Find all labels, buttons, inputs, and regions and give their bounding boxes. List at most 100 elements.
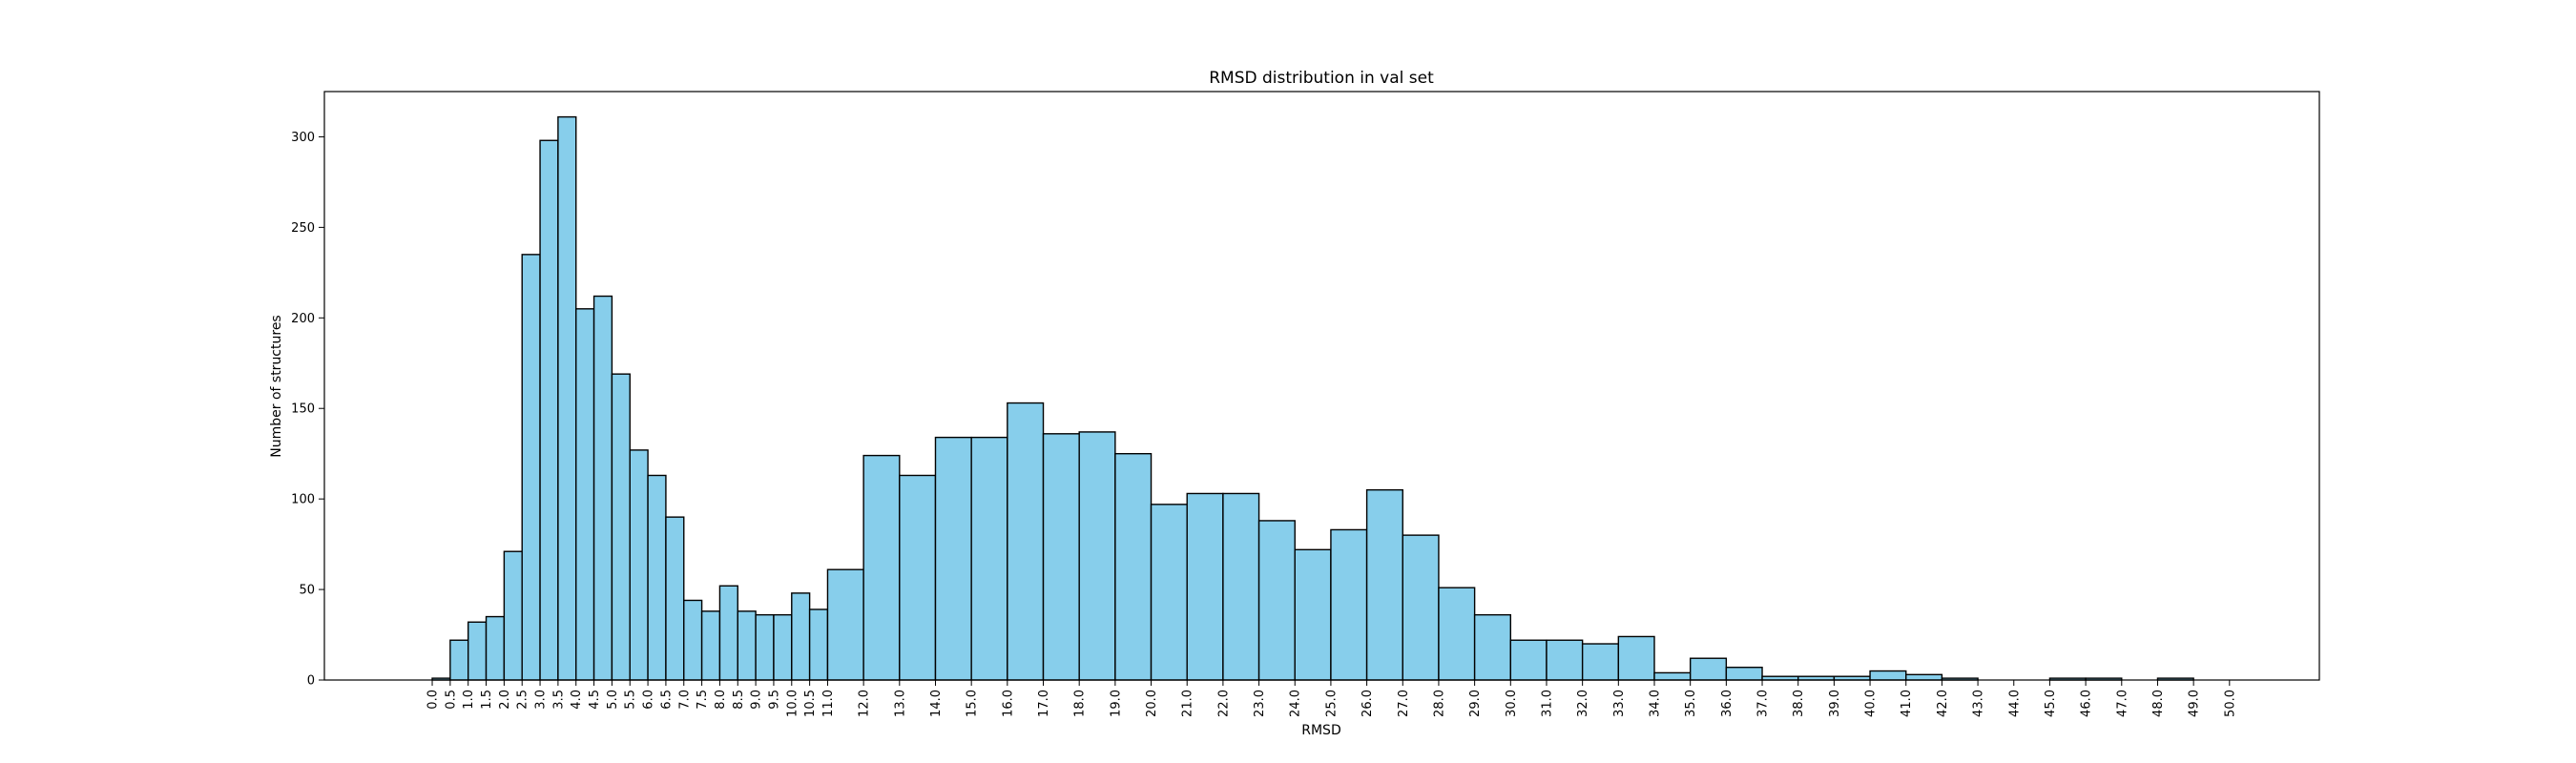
y-tick-label: 0 xyxy=(307,674,315,689)
x-tick-label: 6.5 xyxy=(659,690,674,710)
x-tick-label: 43.0 xyxy=(1972,690,1986,717)
x-tick-label: 25.0 xyxy=(1324,690,1339,717)
x-axis: 0.0 0.5 1.0 1.5 2.0 2.5 3.0 3.5 4.0 4.5 5.0 5.5 6.0 6… xyxy=(426,680,2237,717)
x-tick-label: 30.0 xyxy=(1505,690,1519,717)
x-tick-label: 17.0 xyxy=(1037,690,1051,717)
y-tick-label: 300 xyxy=(291,131,315,145)
histogram-bar xyxy=(592,295,613,681)
histogram-bar xyxy=(737,610,757,681)
y-tick-label: 150 xyxy=(291,402,315,417)
x-tick-label: 4.0 xyxy=(570,690,584,710)
histogram-bar xyxy=(700,610,721,681)
histogram-bar xyxy=(862,454,901,681)
histogram-bar xyxy=(791,592,811,681)
x-tick-label: 45.0 xyxy=(2044,690,2058,717)
histogram-bar xyxy=(1653,671,1692,681)
histogram-bar xyxy=(1689,657,1728,681)
histogram-bar xyxy=(826,568,864,681)
x-tick-label: 38.0 xyxy=(1792,690,1806,717)
x-tick-label: 33.0 xyxy=(1612,690,1627,717)
plot-frame xyxy=(323,91,2320,681)
histogram-bar xyxy=(647,474,667,681)
x-tick-label: 28.0 xyxy=(1432,690,1446,717)
y-tick-label: 100 xyxy=(291,493,315,507)
histogram-bar xyxy=(970,436,1008,681)
y-axis: 0 50 100 150 200 250 300 xyxy=(291,131,324,689)
x-tick-label: 49.0 xyxy=(2188,690,2202,717)
histogram-bar xyxy=(1473,613,1511,681)
x-tick-label: 15.0 xyxy=(966,690,980,717)
y-tick-label: 50 xyxy=(299,584,315,598)
x-tick-label: 29.0 xyxy=(1468,690,1483,717)
histogram-bar xyxy=(1905,673,1943,681)
histogram-bar xyxy=(773,613,793,681)
x-tick-label: 9.5 xyxy=(767,690,781,710)
x-tick-label: 26.0 xyxy=(1361,690,1375,717)
histogram-bar xyxy=(1438,587,1476,681)
histogram-bar xyxy=(1257,520,1296,681)
histogram-bar xyxy=(1078,431,1116,681)
x-tick-label: 0.5 xyxy=(444,690,458,710)
x-tick-label: 3.0 xyxy=(534,690,549,710)
x-tick-label: 3.5 xyxy=(551,690,566,710)
histogram-bar xyxy=(899,474,937,681)
x-tick-label: 21.0 xyxy=(1181,690,1195,717)
x-tick-label: 12.0 xyxy=(858,690,872,717)
x-tick-label: 37.0 xyxy=(1756,690,1771,717)
x-tick-label: 13.0 xyxy=(893,690,907,717)
histogram-bar xyxy=(1365,488,1403,681)
histogram-bar xyxy=(718,585,738,681)
histogram-bar xyxy=(629,449,649,681)
chart-title: RMSD distribution in val set xyxy=(1209,69,1434,88)
histogram-bar xyxy=(665,516,685,681)
x-tick-label: 1.5 xyxy=(480,690,494,710)
x-tick-label: 18.0 xyxy=(1073,690,1088,717)
x-tick-label: 5.5 xyxy=(624,690,638,710)
x-tick-label: 23.0 xyxy=(1253,690,1267,717)
histogram-bar xyxy=(1330,528,1368,681)
histogram-bar xyxy=(755,613,775,681)
histogram-bar xyxy=(934,436,972,681)
histogram-bar xyxy=(1546,639,1584,681)
x-tick-label: 14.0 xyxy=(929,690,944,717)
x-tick-label: 9.0 xyxy=(750,690,764,710)
histogram-bar xyxy=(503,550,523,681)
x-tick-label: 36.0 xyxy=(1720,690,1735,717)
x-axis-label: RMSD xyxy=(1301,723,1340,738)
histogram-bar xyxy=(1509,639,1548,681)
x-tick-label: 10.5 xyxy=(803,690,818,717)
histogram-bar xyxy=(1869,670,1907,681)
y-tick-label: 200 xyxy=(291,312,315,326)
histogram-bar xyxy=(521,254,541,681)
x-tick-label: 41.0 xyxy=(1900,690,1914,717)
histogram-bar xyxy=(1402,534,1440,681)
histogram-bar xyxy=(808,608,829,681)
x-tick-label: 24.0 xyxy=(1289,690,1303,717)
histogram-bar xyxy=(1294,548,1332,681)
histogram-bar xyxy=(1042,433,1080,681)
histogram-bar xyxy=(1222,492,1260,681)
histogram-bar xyxy=(485,615,506,681)
histogram-bar xyxy=(557,115,577,681)
x-tick-label: 10.0 xyxy=(785,690,800,717)
histogram-bar xyxy=(1186,492,1224,681)
x-tick-label: 47.0 xyxy=(2115,690,2129,717)
x-tick-label: 39.0 xyxy=(1828,690,1842,717)
x-tick-label: 7.0 xyxy=(677,690,692,710)
x-tick-label: 44.0 xyxy=(2007,690,2022,717)
x-tick-label: 2.0 xyxy=(498,690,512,710)
x-tick-label: 46.0 xyxy=(2080,690,2094,717)
histogram-bar xyxy=(1617,635,1655,681)
x-tick-label: 50.0 xyxy=(2223,690,2237,717)
x-tick-label: 34.0 xyxy=(1649,690,1663,717)
x-tick-label: 4.5 xyxy=(588,690,602,710)
x-tick-label: 7.5 xyxy=(696,690,710,710)
x-tick-label: 0.0 xyxy=(426,690,441,710)
histogram-bar xyxy=(1007,402,1045,681)
x-tick-label: 8.0 xyxy=(714,690,728,710)
x-tick-label: 6.0 xyxy=(642,690,656,710)
x-tick-label: 40.0 xyxy=(1864,690,1879,717)
x-tick-label: 1.0 xyxy=(462,690,476,710)
x-tick-label: 22.0 xyxy=(1216,690,1231,717)
